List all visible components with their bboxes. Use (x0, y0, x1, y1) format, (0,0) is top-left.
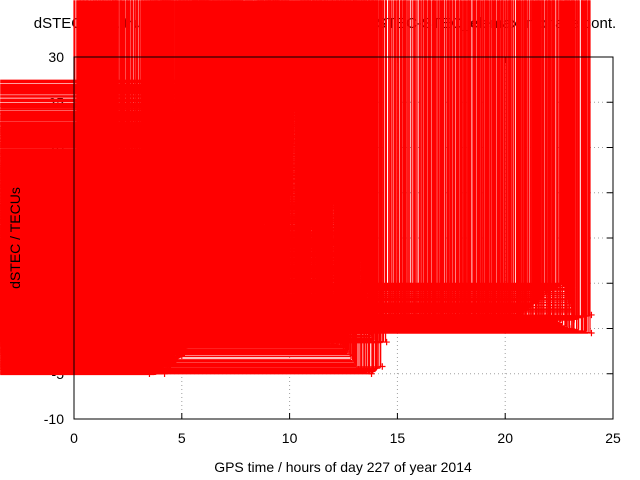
data-marks (0, 0, 595, 377)
x-tick-label: 20 (497, 430, 513, 446)
x-tick-label: 5 (178, 430, 186, 446)
series-trace (0, 0, 118, 329)
y-tick-label: -10 (44, 411, 64, 427)
y-axis-label: dSTEC / TECUs (7, 187, 23, 289)
series-11 (0, 0, 595, 332)
plot-frame (73, 56, 614, 420)
x-axis-label: GPS time / hours of day 227 of year 2014 (214, 459, 472, 475)
x-tick-label: 0 (70, 430, 78, 446)
series-12 (0, 0, 121, 332)
x-tick-label: 25 (605, 430, 621, 446)
series-trace (0, 0, 590, 330)
y-tick-label: 30 (48, 49, 64, 65)
x-tick-label: 10 (282, 430, 298, 446)
x-tick-label: 15 (390, 430, 406, 446)
